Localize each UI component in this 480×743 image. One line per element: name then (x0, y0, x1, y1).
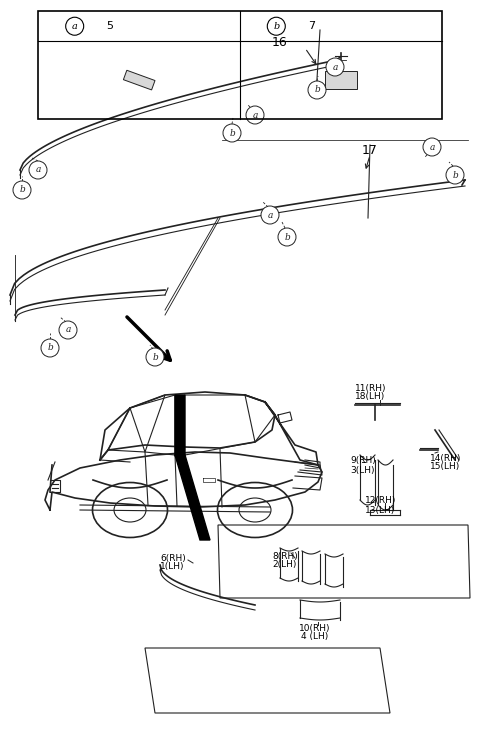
Circle shape (59, 321, 77, 339)
Text: 14(RH): 14(RH) (430, 453, 461, 462)
Text: 9(RH): 9(RH) (350, 455, 376, 464)
Text: a: a (252, 111, 258, 120)
Text: 4 (LH): 4 (LH) (301, 632, 329, 641)
Text: b: b (47, 343, 53, 352)
Text: b: b (152, 352, 158, 362)
Text: 3(LH): 3(LH) (350, 466, 374, 475)
Circle shape (326, 58, 344, 76)
Circle shape (66, 17, 84, 35)
Circle shape (423, 138, 441, 156)
Circle shape (261, 206, 279, 224)
Text: a: a (429, 143, 435, 152)
Circle shape (13, 181, 31, 199)
Bar (38, 11, 442, 119)
Text: 17: 17 (362, 143, 378, 157)
Text: b: b (314, 85, 320, 94)
Text: 11(RH): 11(RH) (355, 383, 386, 392)
Text: 16: 16 (272, 36, 288, 48)
Circle shape (278, 228, 296, 246)
Circle shape (29, 161, 47, 179)
Text: 2(LH): 2(LH) (272, 560, 296, 569)
Text: 8(RH): 8(RH) (272, 551, 298, 560)
Text: b: b (284, 233, 290, 241)
Text: 13(LH): 13(LH) (365, 505, 395, 514)
Text: 12(RH): 12(RH) (365, 496, 396, 504)
Circle shape (446, 166, 464, 184)
Text: 7: 7 (308, 22, 315, 31)
Text: a: a (65, 325, 71, 334)
Circle shape (267, 17, 285, 35)
Text: 18(LH): 18(LH) (355, 392, 385, 401)
Polygon shape (175, 455, 210, 540)
Text: b: b (452, 170, 458, 180)
Circle shape (308, 81, 326, 99)
Polygon shape (123, 71, 155, 90)
Text: a: a (267, 210, 273, 219)
Circle shape (146, 348, 164, 366)
Text: b: b (229, 129, 235, 137)
Circle shape (223, 124, 241, 142)
Circle shape (246, 106, 264, 124)
Text: b: b (19, 186, 25, 195)
Text: 15(LH): 15(LH) (430, 462, 460, 472)
Circle shape (41, 339, 59, 357)
Polygon shape (175, 395, 185, 456)
Text: 10(RH): 10(RH) (299, 623, 331, 632)
Bar (325, 71, 357, 89)
Text: a: a (332, 62, 338, 71)
Text: a: a (36, 166, 41, 175)
Text: a: a (72, 22, 78, 30)
Text: 1(LH): 1(LH) (160, 562, 184, 571)
Text: b: b (273, 22, 279, 30)
Text: 5: 5 (106, 22, 113, 31)
Text: 6(RH): 6(RH) (160, 554, 186, 562)
